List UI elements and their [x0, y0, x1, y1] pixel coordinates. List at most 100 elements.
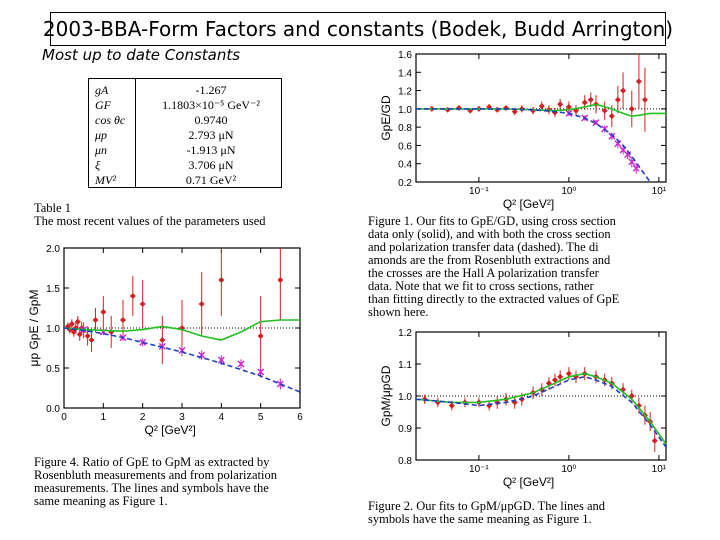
data-point-cross [237, 360, 245, 368]
figure1-chart: 1.6 1.4 1.2 1.0 0.8 0.6 0.4 0.2 10⁻¹ 10⁰ 10¹ Q² [Ge… [379, 50, 667, 211]
fit-solid-line [416, 372, 666, 445]
data-point-diamond [641, 96, 648, 103]
fit-solid-line [64, 319, 300, 341]
y-tick-label: 0.4 [398, 160, 412, 171]
figure4-caption-line: same meaning as Figure 1. [34, 494, 168, 508]
x-axis-label: Q² [GeV²] [503, 197, 554, 211]
figure1-caption-line: and polarization transfer data (dashed).… [368, 240, 599, 254]
subtitle: Most up to date Constants [42, 46, 241, 64]
data-point-diamond [587, 96, 594, 103]
figure1-caption-line: the crosses are the Hall A polarization … [368, 266, 599, 280]
series-group [416, 367, 666, 452]
table-symbol: cos θc [95, 113, 126, 127]
data-point-diamond [635, 402, 642, 409]
fit-dashed-line [416, 375, 666, 448]
data-point-diamond [448, 402, 455, 409]
y-tick-label: 1.0 [398, 392, 412, 403]
table-row: μp 2.793 μN [89, 128, 281, 142]
data-point-diamond [502, 104, 509, 111]
y-axis-label: GpE/GD [379, 95, 393, 141]
y-axis-label: GpM/μpGD [379, 365, 393, 426]
data-point-diamond [551, 109, 558, 116]
y-tick-label: 1.0 [46, 324, 60, 335]
table-value: -1.267 [195, 83, 227, 97]
x-tick-label: 10⁰ [561, 464, 576, 475]
y-tick-label: 1.1 [398, 360, 412, 371]
x-axis-label: Q² [GeV²] [503, 475, 554, 489]
data-point-diamond [557, 373, 564, 380]
data-point-cross [608, 132, 616, 140]
table-value: -1.913 μN [186, 143, 236, 157]
x-tick-label: 10⁻¹ [469, 186, 489, 197]
y-axis-label: μp GpE / GpM [27, 290, 41, 367]
figure4-caption-line: Rosenbluth measurements and from polariz… [34, 468, 277, 482]
x-tick-label: 1 [101, 412, 107, 423]
data-point-diamond [88, 337, 95, 343]
data-point-diamond [198, 301, 205, 307]
x-tick-label: 5 [258, 412, 264, 423]
figure1-plot: 1.6 1.4 1.2 1.0 0.8 0.6 0.4 0.2 10⁻¹ 10⁰ 10¹ Q² [Ge… [362, 50, 682, 211]
figure2-chart: 1.2 1.1 1.0 0.9 0.8 10⁻¹ 10⁰ 10¹ Q² [GeV²] GpM/μp… [379, 328, 667, 489]
y-tick-label: 0.2 [398, 178, 412, 189]
y-tick-label: 1.4 [398, 68, 412, 79]
y-tick-label: 0.9 [398, 424, 412, 435]
table-symbol: μn [95, 143, 108, 157]
plot-frame [415, 53, 667, 183]
table-symbol: MV² [95, 173, 116, 187]
data-point-diamond [159, 337, 166, 343]
figure1-caption-line: data only (solid), and with both the cro… [368, 227, 611, 241]
figure2-plot: 1.2 1.1 1.0 0.9 0.8 10⁻¹ 10⁰ 10¹ Q² [GeV²] GpM/μp… [362, 326, 682, 489]
data-point-diamond [565, 370, 572, 377]
x-tick-label: 4 [219, 412, 225, 423]
data-point-diamond [538, 103, 545, 110]
table-row: ξ 3.706 μN [89, 158, 281, 172]
y-tick-label: 0.8 [398, 456, 412, 467]
data-point-diamond [545, 380, 552, 387]
data-point-diamond [601, 107, 608, 114]
x-tick-label: 10⁻¹ [469, 464, 489, 475]
data-point-diamond [455, 104, 462, 111]
data-point-diamond [76, 331, 83, 338]
y-tick-label: 1.5 [46, 284, 60, 295]
figure1-caption-line: than fitting directly to the extracted v… [368, 292, 620, 306]
table-row: cos θc 0.9740 [89, 113, 281, 127]
data-point-cross [257, 368, 265, 376]
constants-table: gA -1.267 GF 1.1803×10⁻⁵ GeV⁻² cos θc 0.974… [88, 78, 282, 188]
fit-dashed-line [416, 108, 651, 182]
data-point-diamond [608, 113, 615, 120]
table-value: 1.1803×10⁻⁵ GeV⁻² [162, 98, 260, 112]
data-point-diamond [651, 437, 658, 444]
figure2-caption-line: symbols have the same meaning as Figure … [368, 512, 592, 526]
table-caption-title: Table 1 [34, 201, 71, 215]
figure4-caption-line: Figure 4. Ratio of GpE to GpM as extract… [34, 455, 270, 469]
y-tick-label: 0.5 [46, 364, 60, 375]
data-point-diamond [635, 78, 642, 85]
table-value: 0.71 GeV² [185, 173, 237, 187]
x-axis-label: Q² [GeV²] [145, 423, 196, 437]
table-row: MV² 0.71 GeV² [89, 173, 281, 187]
data-point-diamond [277, 277, 284, 283]
figure2-caption-line: Figure 2. Our fits to GpM/μpGD. The line… [368, 499, 606, 513]
data-point-diamond [257, 333, 264, 339]
table-value: 2.793 μN [188, 128, 234, 142]
data-point-diamond [620, 386, 627, 393]
data-point-cross [217, 356, 225, 364]
data-point-diamond [494, 106, 501, 113]
data-point-diamond [444, 106, 451, 113]
series-group [416, 54, 666, 182]
table-caption-text: The most recent values of the parameters… [34, 214, 266, 228]
x-tick-label: 10¹ [652, 464, 667, 475]
y-tick-label: 1.2 [398, 87, 412, 98]
table-symbol: gA [95, 83, 109, 97]
table-value: 0.9740 [194, 113, 228, 127]
slide-title: 2003-BBA-Form Factors and constants (Bod… [43, 12, 673, 46]
table-divider [135, 79, 136, 187]
figure4-chart: 2.0 1.5 1.0 0.5 0.00 1 2 3 4 5 6 Q² [GeV²] μp GpE / … [27, 244, 303, 437]
y-tick-label: 0.6 [398, 141, 412, 152]
x-tick-label: 3 [179, 412, 185, 423]
y-tick-label: 2.0 [46, 244, 60, 255]
y-tick-label: 1.6 [398, 50, 412, 61]
x-tick-label: 10⁰ [561, 186, 576, 197]
x-tick-label: 10¹ [652, 186, 667, 197]
data-point-diamond [120, 317, 126, 323]
